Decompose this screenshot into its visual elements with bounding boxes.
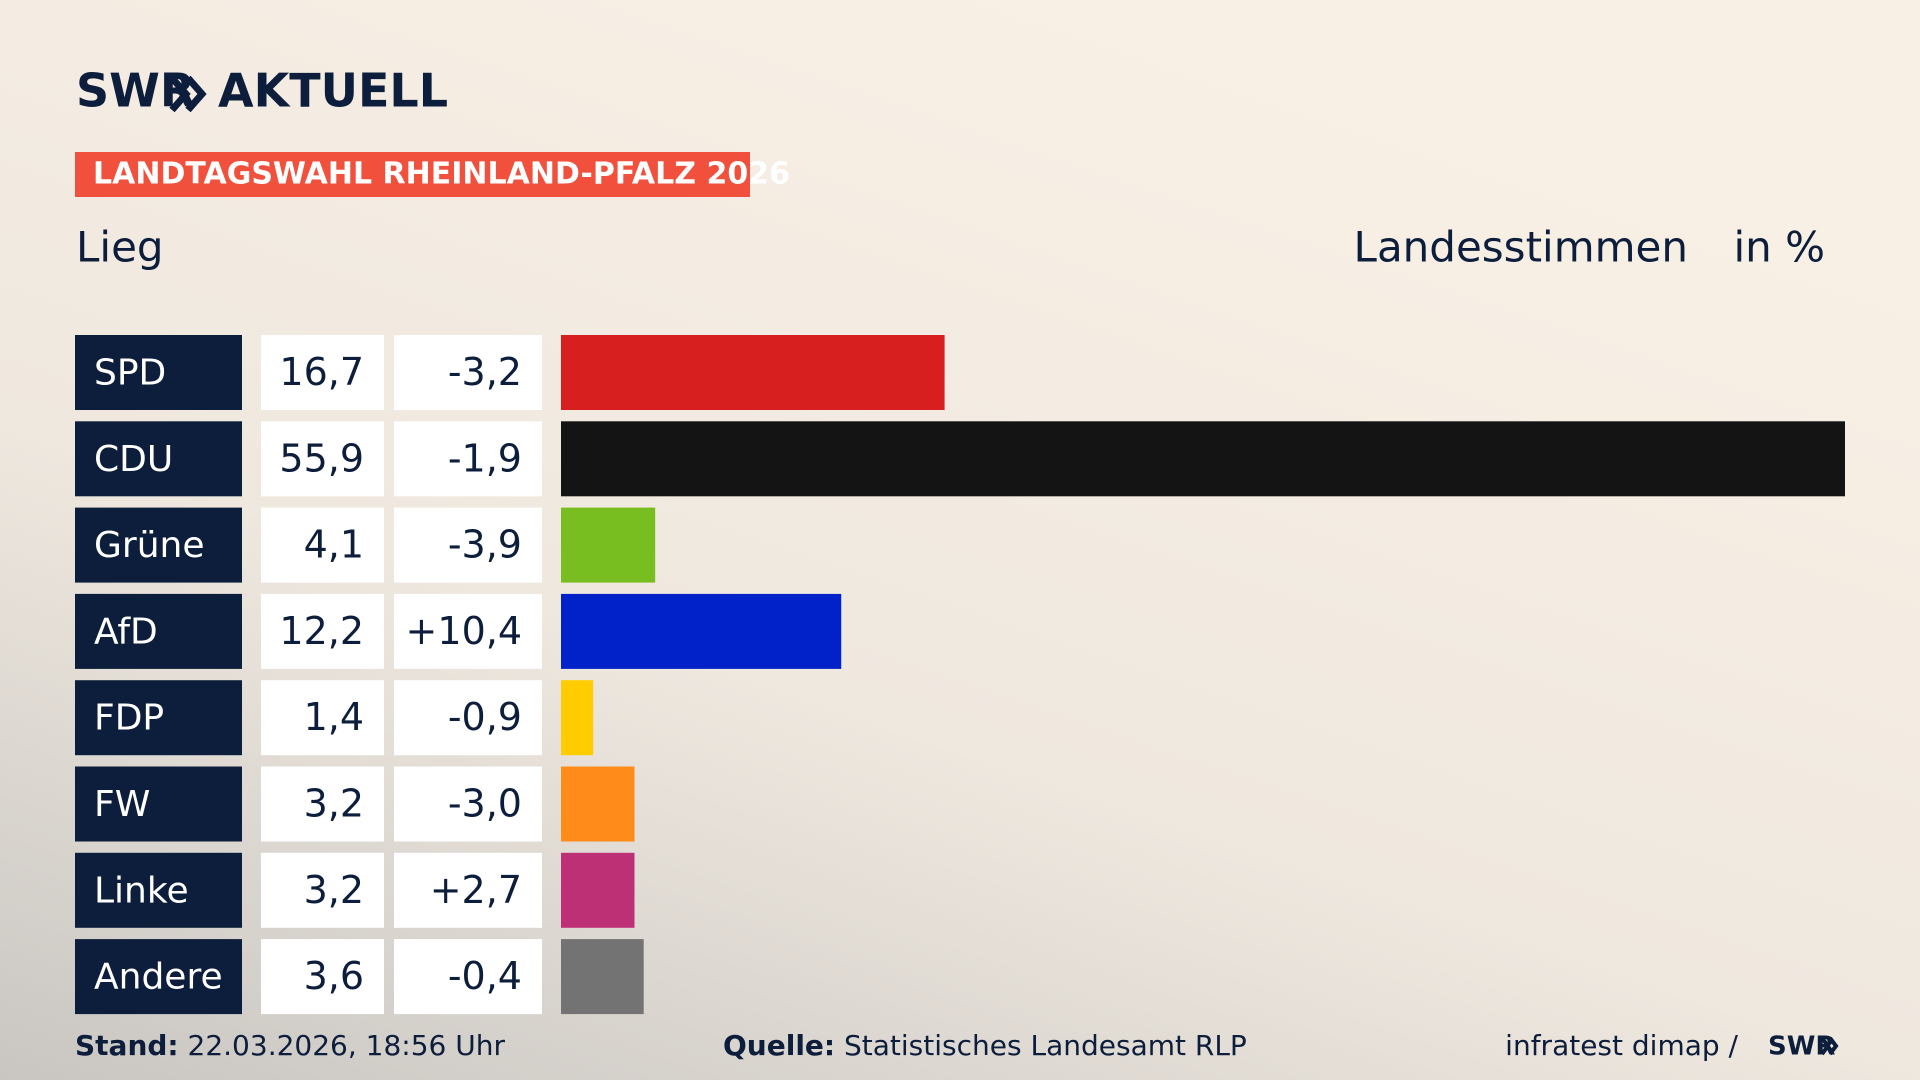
- subtitle: Lieg: [76, 223, 164, 272]
- value-label: 55,9: [279, 436, 364, 480]
- value-label: 4,1: [304, 523, 364, 567]
- change-label: -3,2: [448, 350, 522, 394]
- value-label: 12,2: [279, 609, 364, 653]
- change-label: +2,7: [430, 868, 522, 912]
- party-label: Grüne: [94, 525, 204, 566]
- party-box: [75, 680, 242, 756]
- change-box: [394, 335, 542, 410]
- change-box: [394, 680, 542, 756]
- change-box: [394, 766, 542, 842]
- party-label: FDP: [94, 698, 164, 739]
- party-box: [75, 939, 242, 1015]
- change-label: -3,9: [448, 523, 522, 567]
- party-label: Linke: [94, 870, 189, 911]
- party-label: FW: [94, 784, 150, 825]
- change-box: [394, 507, 542, 583]
- party-label: AfD: [94, 611, 158, 652]
- change-box: [394, 852, 542, 928]
- logo-swr: SWR: [76, 64, 195, 118]
- measure: Landesstimmen: [1354, 223, 1688, 272]
- credit-chevrons: [1820, 1036, 1839, 1056]
- value-box: [261, 766, 384, 842]
- change-label: -3,0: [448, 782, 522, 826]
- party-label: CDU: [94, 439, 173, 480]
- value-box: [261, 421, 384, 497]
- party-box: [75, 852, 242, 928]
- source-value: Statistisches Landesamt RLP: [844, 1029, 1247, 1062]
- footer-source: Quelle: Statistisches Landesamt RLP: [723, 1029, 1247, 1062]
- value-box: [261, 507, 384, 583]
- banner-text: LANDTAGSWAHL RHEINLAND-PFALZ 2026: [93, 157, 790, 192]
- bar: [561, 507, 656, 583]
- party-box: [75, 335, 242, 410]
- change-box: [394, 421, 542, 497]
- footer-stand: Stand: 22.03.2026, 18:56 Uhr: [75, 1029, 505, 1062]
- party-box: [75, 421, 242, 497]
- value-box: [261, 335, 384, 410]
- change-box: [394, 939, 542, 1015]
- logo-chevrons: [169, 75, 207, 113]
- banner: [75, 152, 750, 197]
- value-box: [261, 852, 384, 928]
- value-label: 3,2: [304, 782, 364, 826]
- bar: [561, 852, 635, 928]
- party-box: [75, 507, 242, 583]
- value-box: [261, 680, 384, 756]
- value-label: 3,6: [304, 954, 364, 998]
- bar: [561, 593, 842, 669]
- value-box: [261, 593, 384, 669]
- party-box: [75, 593, 242, 669]
- value-label: 3,2: [304, 868, 364, 912]
- bar: [561, 680, 594, 756]
- bar: [561, 421, 1845, 497]
- change-label: -0,4: [448, 954, 522, 998]
- party-label: Andere: [94, 957, 223, 998]
- credit-logo: SWR: [1768, 1032, 1835, 1062]
- bar: [561, 766, 635, 842]
- value-label: 16,7: [279, 350, 364, 394]
- value-box: [261, 939, 384, 1015]
- party-label: SPD: [94, 353, 166, 394]
- bar: [561, 939, 644, 1015]
- party-box: [75, 766, 242, 842]
- value-label: 1,4: [304, 695, 364, 739]
- unit: in %: [1733, 223, 1825, 272]
- source-label: Quelle:: [723, 1029, 835, 1062]
- stand-label: Stand:: [75, 1029, 179, 1062]
- change-label: -0,9: [448, 695, 522, 739]
- logo-aktuell: AKTUELL: [218, 64, 448, 118]
- stand-value: 22.03.2026, 18:56 Uhr: [188, 1029, 506, 1062]
- change-label: +10,4: [406, 609, 522, 653]
- change-box: [394, 593, 542, 669]
- bar: [561, 335, 945, 410]
- credit: infratest dimap /: [1505, 1029, 1738, 1062]
- change-label: -1,9: [448, 436, 522, 480]
